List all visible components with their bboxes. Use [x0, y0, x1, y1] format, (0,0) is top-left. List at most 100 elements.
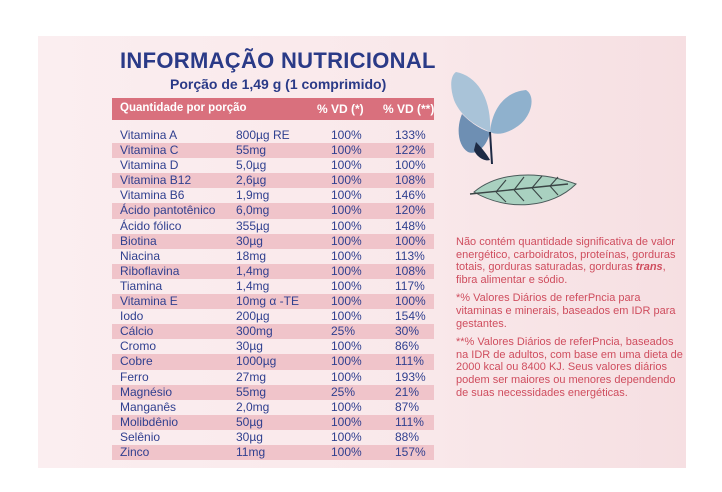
nutrient-amount: 1,4mg — [236, 263, 270, 278]
header-vd2: % VD (**) — [383, 102, 435, 116]
page-title: INFORMAÇÃO NUTRICIONAL — [120, 48, 436, 73]
vd-adult: 133% — [395, 128, 426, 142]
nutrient-amount: 200µg — [236, 309, 270, 324]
vd-pregnant: 100% — [331, 158, 362, 173]
table-row: Magnésio 55mg 25% 21% — [112, 384, 434, 400]
nutrient-name: Niacina — [120, 248, 161, 263]
table-row: Vitamina E 10mg α -TE 100% 100% — [112, 294, 434, 310]
vd-adult: 111% — [395, 354, 424, 369]
vd-adult: 148% — [395, 218, 426, 233]
vd-pregnant: 100% — [331, 278, 362, 293]
nutrient-amount: 11mg — [236, 444, 266, 459]
vd-pregnant: 100% — [331, 399, 362, 414]
table-row: Biotina 30µg 100% 100% — [112, 233, 434, 249]
vd-adult: 193% — [395, 369, 426, 384]
nutrient-name: Vitamina D — [120, 158, 179, 173]
vd-pregnant: 100% — [331, 309, 362, 324]
nutrient-amount: 2,0mg — [236, 399, 270, 414]
vd-pregnant: 100% — [331, 429, 362, 444]
vd-adult: 113% — [395, 248, 425, 263]
nutrient-name: Vitamina A — [120, 128, 178, 142]
nutrient-name: Magnésio — [120, 384, 173, 399]
vd-adult: 100% — [395, 294, 426, 309]
vd-pregnant: 100% — [331, 414, 362, 429]
table-row: Tiamina 1,4mg 100% 117% — [112, 279, 434, 294]
nutrient-amount: 355µg — [236, 218, 270, 233]
nutrient-name: Vitamina C — [120, 143, 179, 158]
footnote-vd1: *% Valores Diários de referPncia para vi… — [456, 292, 676, 330]
table-row: Niacina 18mg 100% 113% — [112, 249, 434, 264]
vd-adult: 21% — [395, 384, 420, 399]
nutrition-table: Vitamina A 800µg RE 100% 133% Vitamina C 55mg… — [112, 128, 434, 461]
nutrient-name: Vitamina B12 — [120, 173, 192, 188]
nutrient-amount: 800µg RE — [236, 128, 290, 142]
vd-pregnant: 100% — [331, 263, 362, 278]
nutrient-amount: 18mg — [236, 248, 267, 263]
footnote-vd2: **% Valores Diários de referPncia, basea… — [456, 336, 683, 399]
vd-adult: 88% — [395, 429, 420, 444]
footnote-general: Não contém quantidade significativa de v… — [456, 236, 676, 286]
serving-size: Porção de 1,49 g (1 comprimido) — [170, 76, 387, 92]
table-row: Manganês 2,0mg 100% 87% — [112, 400, 434, 415]
vd-adult: 111% — [395, 414, 424, 429]
nutrient-amount: 300mg — [236, 324, 273, 339]
nutrient-name: Cromo — [120, 339, 157, 354]
nutrient-amount: 5,0µg — [236, 158, 267, 173]
nutrient-name: Zinco — [120, 444, 150, 459]
nutrient-name: Ferro — [120, 369, 149, 384]
table-row: Zinco 11mg 100% 157% — [112, 444, 434, 461]
nutrient-amount: 50µg — [236, 414, 263, 429]
nutrient-amount: 1,4mg — [236, 278, 270, 293]
vd-adult: 146% — [395, 188, 426, 203]
vd-adult: 154% — [395, 309, 426, 324]
vd-adult: 117% — [395, 278, 425, 293]
table-row: Cromo 30µg 100% 86% — [112, 339, 434, 354]
vd-adult: 100% — [395, 233, 426, 248]
nutrient-amount: 1,9mg — [236, 188, 270, 203]
vd-adult: 86% — [395, 339, 420, 354]
table-header: Quantidade por porção % VD (*) % VD (**) — [112, 98, 434, 120]
nutrient-amount: 1000µg — [236, 354, 277, 369]
nutrient-amount: 30µg — [236, 429, 263, 444]
table-row: Molibdênio 50µg 100% 111% — [112, 414, 434, 430]
table-row: Iodo 200µg 100% 154% — [112, 309, 434, 324]
vd-pregnant: 25% — [331, 324, 356, 339]
table-row: Ácido fólico 355µg 100% 148% — [112, 219, 434, 234]
footnotes: Não contém quantidade significativa de v… — [456, 236, 686, 405]
nutrient-amount: 6,0mg — [236, 203, 270, 218]
vd-pregnant: 100% — [331, 218, 362, 233]
table-row: Vitamina B12 2,6µg 100% 108% — [112, 173, 434, 189]
vd-pregnant: 100% — [331, 188, 362, 203]
vd-adult: 30% — [395, 324, 420, 339]
nutrient-amount: 2,6µg — [236, 173, 267, 188]
nutrient-amount: 30µg — [236, 339, 263, 354]
vd-pregnant: 100% — [331, 354, 362, 369]
vd-adult: 122% — [395, 143, 426, 158]
nutrient-name: Ácido pantotênico — [120, 203, 216, 218]
table-row: Ácido pantotênico 6,0mg 100% 120% — [112, 203, 434, 219]
vd-pregnant: 25% — [331, 384, 356, 399]
table-row: Selênio 30µg 100% 88% — [112, 430, 434, 445]
nutrient-name: Ácido fólico — [120, 218, 182, 233]
vd-pregnant: 100% — [331, 233, 362, 248]
vd-pregnant: 100% — [331, 444, 362, 459]
nutrient-name: Cobre — [120, 354, 153, 369]
nutrient-amount: 55mg — [236, 384, 267, 399]
leaf-icon — [468, 168, 580, 219]
butterfly-icon — [448, 70, 538, 175]
nutrient-name: Selênio — [120, 429, 161, 444]
vd-pregnant: 100% — [331, 294, 362, 309]
vd-adult: 87% — [395, 399, 420, 414]
vd-adult: 120% — [395, 203, 426, 218]
nutrient-amount: 30µg — [236, 233, 263, 248]
vd-pregnant: 100% — [331, 128, 362, 142]
vd-adult: 100% — [395, 158, 426, 173]
nutrient-name: Riboflavina — [120, 263, 180, 278]
nutrient-name: Cálcio — [120, 324, 154, 339]
nutrient-name: Iodo — [120, 309, 144, 324]
nutrient-amount: 10mg α -TE — [236, 294, 299, 309]
nutrient-amount: 27mg — [236, 369, 267, 384]
vd-adult: 108% — [395, 263, 426, 278]
nutrient-name: Molibdênio — [120, 414, 179, 429]
vd-pregnant: 100% — [331, 248, 362, 263]
